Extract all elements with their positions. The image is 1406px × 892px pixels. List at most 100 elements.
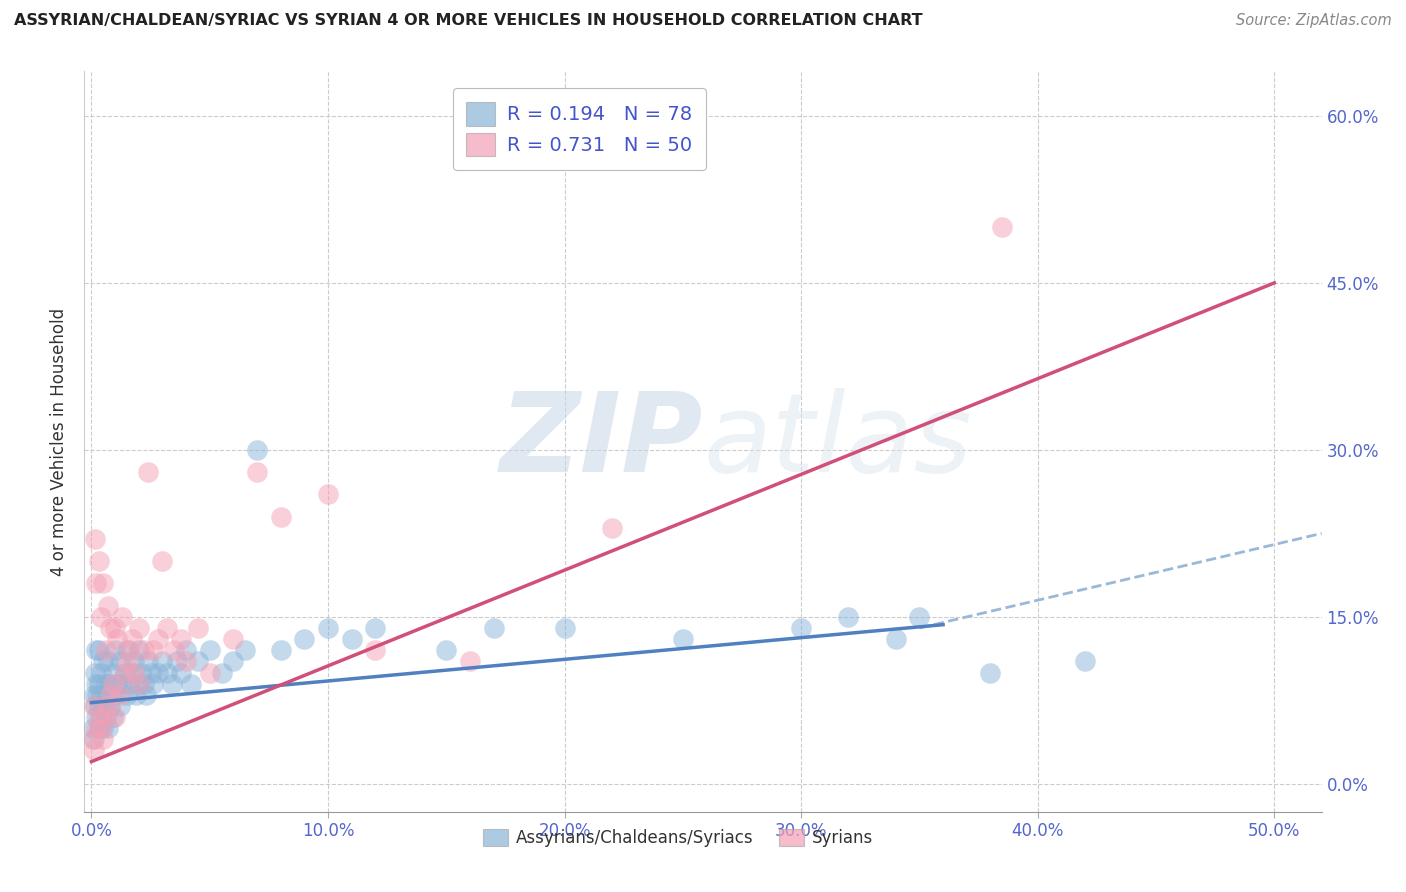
Point (222, 632, 245, 647)
Point (82, 732, 104, 747)
Point (87, 554, 110, 568)
Point (128, 676, 150, 690)
Point (156, 621, 179, 635)
Point (142, 676, 165, 690)
Point (152, 554, 174, 568)
Point (180, 676, 202, 690)
Point (146, 632, 169, 647)
Point (458, 655, 481, 669)
Point (364, 643, 387, 657)
Point (91, 721, 114, 735)
Point (84, 721, 107, 735)
Point (790, 621, 813, 635)
Text: Source: ZipAtlas.com: Source: ZipAtlas.com (1236, 13, 1392, 29)
Point (94, 643, 117, 657)
Point (908, 610, 931, 624)
Point (979, 665, 1001, 680)
Point (101, 710, 124, 724)
Point (198, 665, 221, 680)
Point (84, 665, 107, 680)
Point (94, 710, 117, 724)
Point (90, 710, 112, 724)
Point (91, 576, 114, 591)
Point (84, 698, 107, 713)
Point (94, 676, 117, 690)
Point (991, 220, 1014, 235)
Point (128, 643, 150, 657)
Text: ASSYRIAN/CHALDEAN/SYRIAC VS SYRIAN 4 OR MORE VEHICLES IN HOUSEHOLD CORRELATION C: ASSYRIAN/CHALDEAN/SYRIAC VS SYRIAN 4 OR … (14, 13, 922, 29)
Point (198, 643, 221, 657)
Text: ZIP: ZIP (499, 388, 703, 495)
Point (114, 665, 136, 680)
Point (97, 599, 120, 613)
Point (115, 655, 138, 669)
Point (170, 665, 193, 680)
Point (104, 643, 127, 657)
Point (170, 632, 193, 647)
Point (121, 665, 143, 680)
Point (246, 465, 269, 479)
Point (160, 676, 183, 690)
Point (87, 676, 110, 690)
Point (84, 576, 107, 591)
Point (91, 698, 114, 713)
Point (132, 676, 155, 690)
Point (270, 509, 292, 524)
Point (107, 676, 129, 690)
Point (83, 688, 105, 702)
Point (884, 632, 907, 647)
Point (118, 643, 141, 657)
Point (97, 655, 120, 669)
Point (91, 655, 114, 669)
Point (100, 698, 122, 713)
Point (90, 688, 112, 702)
Point (115, 643, 138, 657)
Y-axis label: 4 or more Vehicles in Household: 4 or more Vehicles in Household (51, 308, 69, 575)
Point (128, 676, 150, 690)
Point (83, 698, 105, 713)
Point (108, 698, 131, 713)
Point (316, 487, 339, 501)
Point (84, 710, 107, 724)
Point (97, 698, 120, 713)
Point (84, 676, 107, 690)
Legend: Assyrians/Chaldeans/Syriacs, Syrians: Assyrians/Chaldeans/Syriacs, Syrians (475, 821, 882, 855)
Point (122, 655, 145, 669)
Point (554, 621, 576, 635)
Point (187, 655, 209, 669)
Point (101, 665, 124, 680)
Point (87, 710, 110, 724)
Point (837, 610, 859, 624)
Point (87, 721, 110, 735)
Point (292, 632, 315, 647)
Point (83, 743, 105, 757)
Point (364, 621, 387, 635)
Point (122, 665, 145, 680)
Point (84, 643, 107, 657)
Point (135, 688, 157, 702)
Point (128, 621, 150, 635)
Point (316, 621, 339, 635)
Point (111, 676, 134, 690)
Point (101, 676, 124, 690)
Point (222, 655, 245, 669)
Point (83, 732, 105, 747)
Text: atlas: atlas (703, 388, 972, 495)
Point (174, 643, 197, 657)
Point (152, 655, 174, 669)
Point (672, 632, 695, 647)
Point (108, 655, 131, 669)
Point (86, 688, 108, 702)
Point (97, 688, 120, 702)
Point (118, 676, 141, 690)
Point (129, 665, 152, 680)
Point (146, 665, 169, 680)
Point (87, 643, 110, 657)
Point (90, 610, 112, 624)
Point (434, 643, 457, 657)
Point (100, 688, 122, 702)
Point (187, 621, 209, 635)
Point (108, 688, 131, 702)
Point (97, 721, 120, 735)
Point (121, 632, 143, 647)
